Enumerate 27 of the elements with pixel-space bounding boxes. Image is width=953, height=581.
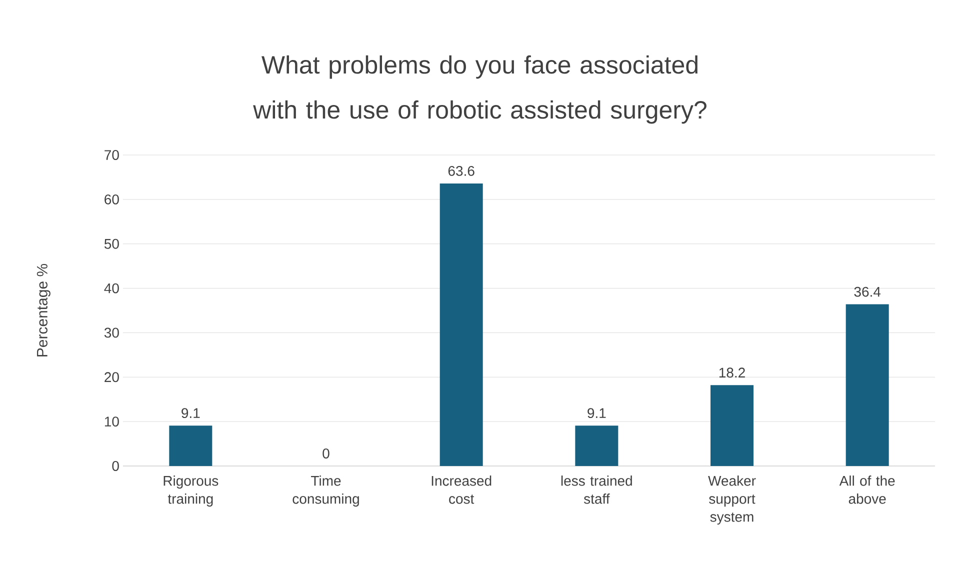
data-label: 18.2 [719, 368, 745, 378]
x-tick-label: less trained staff [561, 476, 632, 504]
y-tick-label: 70 [104, 150, 119, 160]
y-tick-label: 50 [104, 238, 119, 249]
y-tick-label: 10 [104, 416, 119, 427]
y-tick-label: 60 [104, 194, 119, 204]
data-label: 36.4 [854, 286, 881, 297]
x-tick-label: Time consuming [292, 476, 359, 507]
y-tick-label: 0 [112, 461, 119, 471]
bar [846, 304, 889, 466]
bar [575, 426, 618, 466]
chart-title: What problems do you face associated with the use of robotic assisted surgery? [253, 55, 706, 124]
bar [710, 385, 754, 466]
x-tick-label: Increased cost [432, 476, 492, 504]
data-label: 0 [322, 448, 330, 458]
x-tick-label: Rigorous training [164, 476, 218, 507]
x-tick-label: All of the above [839, 476, 895, 504]
data-label: 9.1 [588, 408, 606, 418]
bar [169, 426, 212, 466]
y-tick-label: 30 [104, 328, 119, 338]
y-axis-title: Percentage % [36, 264, 50, 356]
y-tick-label: 20 [104, 372, 119, 382]
x-tick-label: Weaker support system [708, 476, 756, 525]
bar [440, 183, 483, 466]
data-label: 9.1 [182, 408, 200, 418]
data-label: 63.6 [448, 166, 474, 176]
y-tick-label: 40 [104, 283, 119, 294]
